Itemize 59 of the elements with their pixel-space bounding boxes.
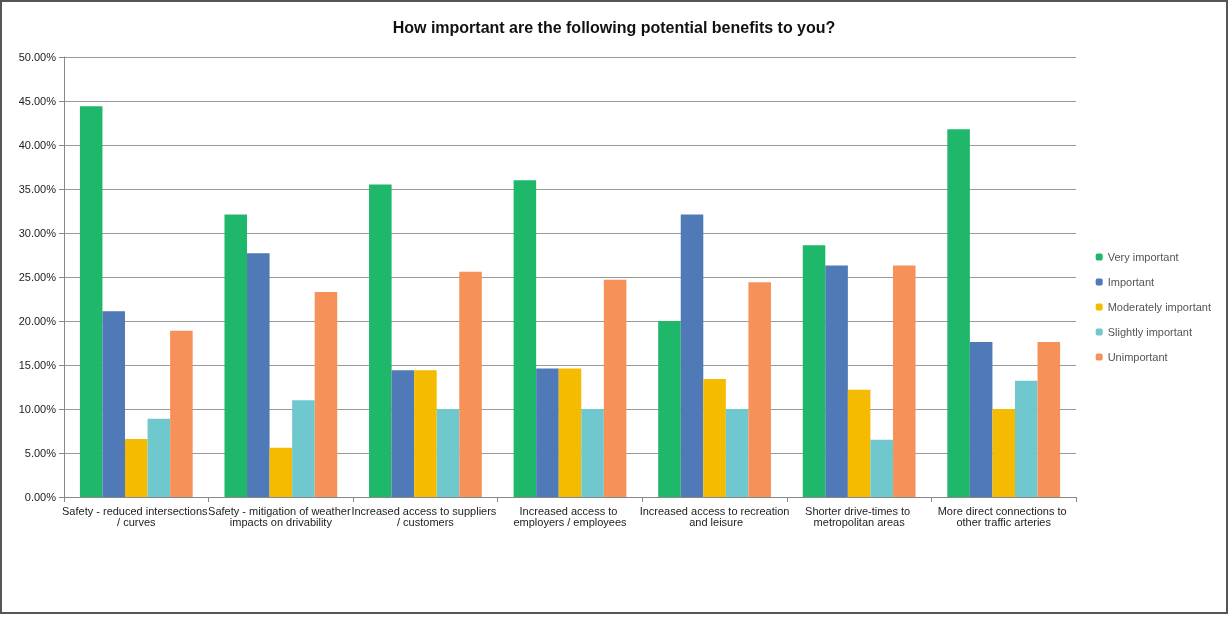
bar <box>969 342 993 497</box>
bar <box>536 368 559 497</box>
bar <box>802 245 826 497</box>
y-tick-label: 50.00% <box>18 51 57 63</box>
bar <box>102 311 126 497</box>
bar <box>847 389 871 497</box>
bar <box>436 409 460 497</box>
bar <box>1037 342 1061 497</box>
bar <box>825 265 848 497</box>
bar <box>947 129 970 497</box>
x-tick-label: Increased access to recreation and leisure <box>639 504 790 528</box>
y-tick-label: 30.00% <box>18 227 57 239</box>
bar <box>247 253 270 497</box>
bar <box>1014 380 1038 497</box>
y-tick-label: 35.00% <box>18 183 57 195</box>
bar <box>703 379 726 497</box>
y-tick-label: 15.00% <box>18 359 57 371</box>
y-tick-label: 20.00% <box>18 315 57 327</box>
bar <box>224 214 248 497</box>
bar <box>892 265 916 497</box>
x-tick-label: Safety - reduced intersections / curves <box>62 504 208 528</box>
bar <box>870 439 893 497</box>
x-tick-label: Increased access to employers / employees <box>513 504 628 528</box>
bar <box>680 214 704 497</box>
y-tick-label: 25.00% <box>18 271 57 283</box>
legend-label: Unimportant <box>1107 351 1168 363</box>
bar <box>147 418 171 497</box>
bar <box>269 447 293 497</box>
x-tick-label: Increased access to suppliers / customers <box>351 504 500 528</box>
x-tick-label: Safety - mitigation of weather impacts on drivability <box>208 504 351 528</box>
y-tick-label: 0.00% <box>24 491 57 503</box>
bar <box>292 400 315 497</box>
legend-label: Very important <box>1107 251 1179 263</box>
bar <box>725 409 749 497</box>
bar <box>581 409 604 497</box>
bar <box>658 321 681 497</box>
y-tick-label: 10.00% <box>18 403 57 415</box>
bar <box>170 330 193 497</box>
y-tick-label: 5.00% <box>24 447 57 459</box>
bar <box>558 368 582 497</box>
chart-title: How important are the following potential benefits to you? <box>392 18 836 36</box>
bar <box>748 282 771 497</box>
bar <box>992 409 1015 497</box>
bar <box>459 271 482 497</box>
y-tick-label: 45.00% <box>18 95 57 107</box>
bar <box>79 106 103 497</box>
legend-label: Slightly important <box>1107 326 1193 338</box>
legend-label: Moderately important <box>1107 301 1211 313</box>
bar <box>369 184 392 497</box>
bar <box>513 180 537 497</box>
bar <box>603 279 627 497</box>
legend-label: Important <box>1107 276 1155 288</box>
bar <box>125 438 148 497</box>
bar <box>314 291 338 497</box>
y-tick-label: 40.00% <box>18 139 57 151</box>
bar <box>414 370 437 497</box>
x-tick-label: Shorter drive-times to metropolitan areas <box>805 504 914 528</box>
x-tick-label: More direct connections to other traffic arteries <box>937 504 1070 528</box>
bar <box>391 370 415 497</box>
